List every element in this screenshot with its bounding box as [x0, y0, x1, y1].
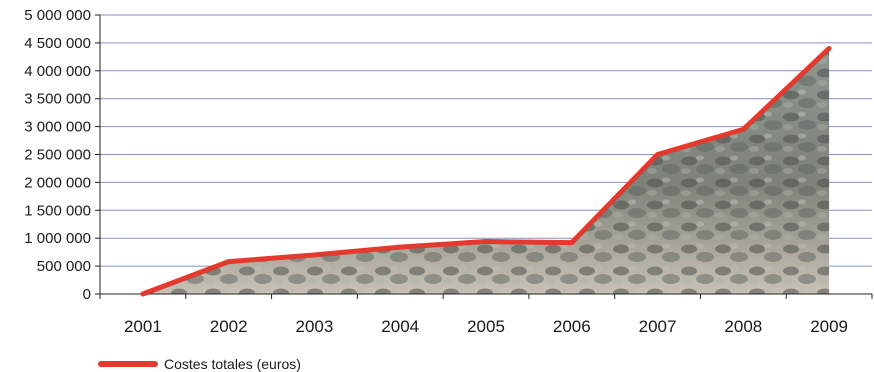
x-tick-label: 2004 — [381, 317, 419, 336]
y-tick-labels: 0 500 000 1 000 000 1 500 000 2 000 000 2 500… — [24, 7, 91, 303]
x-tick-label: 2002 — [210, 317, 248, 336]
axes — [95, 14, 873, 299]
data-point — [486, 241, 487, 242]
x-tick-labels: 2001 2002 2003 2004 2005 2006 2007 2008 2009 — [124, 317, 848, 336]
data-point — [657, 154, 658, 155]
data-point — [400, 247, 401, 248]
x-tick-label: 2005 — [467, 317, 505, 336]
y-tick-label: 500 000 — [37, 258, 91, 275]
x-tick-label: 2008 — [724, 317, 762, 336]
data-point — [228, 261, 229, 262]
x-tick-label: 2007 — [639, 317, 677, 336]
y-tick-label: 3 500 000 — [24, 91, 91, 108]
data-point — [743, 129, 744, 130]
y-tick-label: 2 000 000 — [24, 174, 91, 191]
series-line — [140, 45, 832, 297]
y-tick-label: 3 000 000 — [24, 119, 91, 136]
x-tick-label: 2003 — [296, 317, 334, 336]
y-tick-label: 4 500 000 — [24, 35, 91, 52]
legend-swatch — [98, 361, 158, 367]
y-tick-label: 2 500 000 — [24, 147, 91, 164]
grid-lines — [100, 14, 872, 267]
legend: Costes totales (euros) — [98, 356, 301, 372]
series-line-path — [140, 45, 832, 297]
x-tick-label: 2009 — [810, 317, 848, 336]
y-tick-label: 5 000 000 — [24, 7, 91, 24]
y-tick-label: 0 — [83, 286, 91, 303]
y-tick-label: 1 500 000 — [24, 202, 91, 219]
data-point — [829, 48, 830, 49]
data-point — [314, 254, 315, 255]
data-point — [571, 242, 572, 243]
y-tick-label: 4 000 000 — [24, 63, 91, 80]
data-point — [142, 294, 143, 295]
x-tick-label: 2001 — [124, 317, 162, 336]
x-tick-label: 2006 — [553, 317, 591, 336]
area-texture — [142, 48, 830, 295]
area-fill — [142, 48, 830, 295]
legend-label: Costes totales (euros) — [164, 356, 301, 372]
y-tick-label: 1 000 000 — [24, 230, 91, 247]
